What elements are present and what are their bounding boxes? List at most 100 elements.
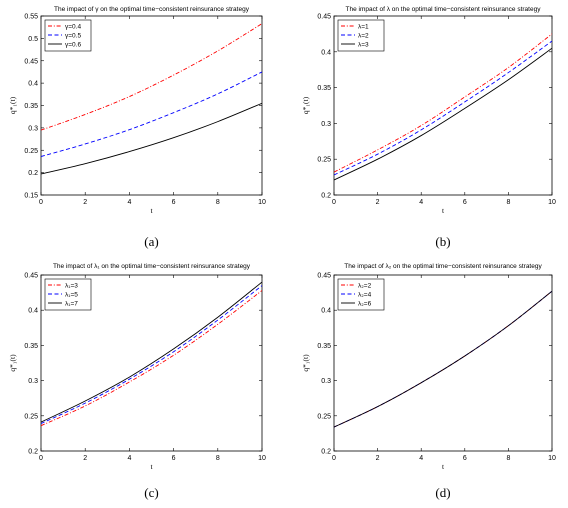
y-tick-label: 0.35	[24, 103, 38, 110]
series-line-2	[41, 285, 262, 424]
x-tick-label: 0	[332, 199, 336, 206]
series-line-2	[41, 71, 262, 157]
legend-box	[44, 19, 92, 52]
y-tick-label: 0.2	[28, 449, 38, 456]
y-tick-label: 0.4	[321, 49, 331, 56]
y-tick-label: 0.55	[24, 14, 38, 21]
y-tick-label: 0.35	[317, 343, 331, 350]
subplot-b: 0 2 4 6 8 10 0.2 0.25 0.3 0.35 0.4 0.45 The impact o…	[301, 6, 556, 249]
legend-label: γ=0.5	[65, 32, 81, 39]
legend-box	[337, 19, 385, 52]
subplot-caption: (b)	[435, 234, 450, 249]
series-line-1	[41, 290, 262, 427]
series-line-3	[334, 290, 552, 428]
x-tick-label: 6	[172, 199, 176, 206]
x-tick-label: 8	[216, 199, 220, 206]
chart-title: The impact of λ₂ on the optimal time−con…	[344, 263, 542, 270]
legend-label: λ₁=5	[65, 291, 78, 298]
y-tick-label: 0.4	[321, 308, 331, 315]
x-tick-label: 8	[506, 199, 510, 206]
legend-label: λ=1	[358, 23, 369, 30]
x-tick-label: 2	[376, 455, 380, 462]
y-tick-label: 0.25	[24, 413, 38, 420]
x-axis-label: t	[442, 206, 445, 215]
y-tick-label: 0.25	[317, 157, 331, 164]
x-tick-label: 10	[258, 455, 266, 462]
x-axis-label: t	[442, 462, 445, 471]
y-axis-label: q*₁(t)	[301, 354, 310, 372]
x-tick-label: 8	[506, 455, 510, 462]
plot-frame	[333, 15, 553, 196]
subplot-a: 0 2 4 6 8 10 0.15 0.2 0.25 0.3 0.35 0.4 0.45 0.5 0.55 T…	[8, 6, 266, 249]
x-tick-label: 10	[548, 455, 556, 462]
subplot-caption: (d)	[435, 485, 450, 500]
legend-label: λ₁=3	[65, 282, 78, 289]
legend-label: γ=0.4	[65, 23, 81, 30]
y-axis-label: q*₁(t)	[8, 96, 17, 114]
subplot-d: 0 2 4 6 8 10 0.2 0.25 0.3 0.35 0.4 0.45 The impact o…	[301, 263, 556, 500]
y-tick-label: 0.45	[24, 58, 38, 65]
y-tick-label: 0.45	[317, 273, 331, 280]
x-tick-label: 0	[39, 199, 43, 206]
subplot-caption: (a)	[144, 234, 158, 249]
y-tick-label: 0.15	[24, 193, 38, 200]
series-line-2	[334, 40, 552, 176]
legend-label: λ₂=4	[358, 291, 372, 298]
legend-label: λ₂=6	[358, 300, 372, 307]
x-tick-label: 4	[419, 199, 423, 206]
legend-label: γ=0.6	[65, 41, 81, 48]
y-tick-label: 0.35	[24, 343, 38, 350]
x-tick-label: 2	[83, 199, 87, 206]
x-tick-label: 6	[172, 455, 176, 462]
x-tick-label: 2	[376, 199, 380, 206]
series-line-3	[334, 47, 552, 181]
y-tick-label: 0.5	[28, 36, 38, 43]
x-tick-label: 0	[332, 455, 336, 462]
y-tick-label: 0.25	[317, 413, 331, 420]
plot-frame	[40, 274, 263, 452]
x-tick-label: 10	[548, 199, 556, 206]
y-tick-label: 0.2	[321, 193, 331, 200]
legend-label: λ=2	[358, 32, 369, 39]
y-tick-label: 0.2	[28, 170, 38, 177]
y-tick-label: 0.25	[24, 148, 38, 155]
legend-box	[44, 278, 92, 311]
legend-box	[337, 278, 385, 311]
x-tick-label: 8	[216, 455, 220, 462]
y-tick-label: 0.45	[317, 14, 331, 21]
y-tick-label: 0.3	[321, 121, 331, 128]
y-tick-label: 0.4	[28, 308, 38, 315]
x-tick-label: 4	[127, 199, 131, 206]
legend-label: λ=3	[358, 41, 369, 48]
y-axis-label: q*₁(t)	[8, 354, 17, 372]
x-tick-label: 10	[258, 199, 266, 206]
subplot-caption: (c)	[144, 485, 158, 500]
x-tick-label: 0	[39, 455, 43, 462]
y-tick-label: 0.35	[317, 85, 331, 92]
x-tick-label: 4	[127, 455, 131, 462]
subplot-c: 0 2 4 6 8 10 0.2 0.25 0.3 0.35 0.4 0.45 The impact o…	[8, 263, 266, 500]
y-tick-label: 0.45	[24, 273, 38, 280]
legend-label: λ₂=2	[358, 282, 372, 289]
y-tick-label: 0.4	[28, 81, 38, 88]
x-tick-label: 6	[463, 199, 467, 206]
x-axis-label: t	[150, 462, 153, 471]
y-tick-label: 0.3	[28, 378, 38, 385]
chart-title: The impact of λ on the optimal time−cons…	[346, 6, 542, 13]
y-tick-label: 0.3	[321, 378, 331, 385]
y-tick-label: 0.3	[28, 125, 38, 132]
series-line-3	[41, 102, 262, 175]
chart-title: The impact of γ on the optimal time−cons…	[54, 6, 250, 13]
x-tick-label: 4	[419, 455, 423, 462]
x-axis-label: t	[150, 206, 153, 215]
legend-label: λ₁=7	[65, 300, 78, 307]
x-tick-label: 2	[83, 455, 87, 462]
series-line-1	[41, 23, 262, 131]
plot-frame	[333, 274, 553, 452]
y-axis-label: q*₁(t)	[301, 96, 310, 114]
series-line-3	[41, 281, 262, 423]
x-tick-label: 6	[463, 455, 467, 462]
y-tick-label: 0.2	[321, 449, 331, 456]
